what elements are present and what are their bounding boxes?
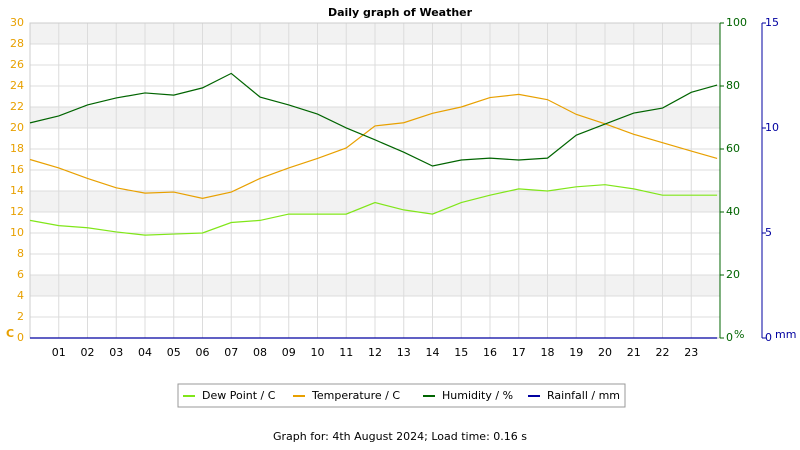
y2-tick-label: 0	[726, 331, 733, 344]
legend-label: Rainfall / mm	[547, 389, 620, 402]
x-tick-label: 22	[656, 346, 670, 359]
x-tick-label: 09	[282, 346, 296, 359]
y-tick-label: 6	[17, 268, 24, 281]
y-tick-label: 22	[10, 100, 24, 113]
legend-box	[177, 383, 626, 408]
x-tick-label: 17	[512, 346, 526, 359]
legend-label: Humidity / %	[442, 389, 513, 402]
y2-tick-label: 60	[726, 142, 740, 155]
y-tick-label: 18	[10, 142, 24, 155]
x-tick-label: 12	[368, 346, 382, 359]
y-tick-label: 26	[10, 58, 24, 71]
y2-tick-label: 40	[726, 205, 740, 218]
y-tick-label: 2	[17, 310, 24, 323]
x-tick-label: 07	[224, 346, 238, 359]
y-tick-label: 10	[10, 226, 24, 239]
x-tick-label: 21	[627, 346, 641, 359]
x-tick-label: 08	[253, 346, 267, 359]
y-tick-label: 28	[10, 37, 24, 50]
legend-label: Temperature / C	[311, 389, 400, 402]
y-tick-label: 30	[10, 16, 24, 29]
legend-label: Dew Point / C	[202, 389, 276, 402]
x-tick-label: 01	[52, 346, 66, 359]
y3-tick-label: 10	[765, 121, 779, 134]
x-tick-label: 14	[426, 346, 440, 359]
x-tick-label: 11	[339, 346, 353, 359]
y3-tick-label: 5	[765, 226, 772, 239]
y-tick-label: 0	[17, 331, 24, 344]
x-tick-label: 16	[483, 346, 497, 359]
x-tick-label: 20	[598, 346, 612, 359]
y3-tick-label: 0	[765, 331, 772, 344]
x-tick-label: 13	[397, 346, 411, 359]
y-tick-label: 24	[10, 79, 24, 92]
x-tick-label: 19	[569, 346, 583, 359]
y2-tick-label: 80	[726, 79, 740, 92]
x-tick-label: 02	[81, 346, 95, 359]
y2-tick-label: 20	[726, 268, 740, 281]
y-tick-label: 16	[10, 163, 24, 176]
y-tick-label: 20	[10, 121, 24, 134]
y-tick-label: 12	[10, 205, 24, 218]
x-tick-label: 06	[196, 346, 210, 359]
y2-axis-label: %	[734, 328, 744, 341]
y-axis-label: C	[6, 327, 14, 340]
series-line	[29, 72, 718, 167]
x-tick-label: 03	[109, 346, 123, 359]
y-tick-label: 4	[17, 289, 24, 302]
chart-title: Daily graph of Weather	[328, 6, 473, 19]
footer: Graph for: 4th August 2024; Load time: 0…	[273, 430, 527, 443]
series-line	[29, 184, 718, 236]
x-tick-label: 04	[138, 346, 152, 359]
y3-axis-label: mm	[775, 328, 796, 341]
x-tick-label: 05	[167, 346, 181, 359]
y2-tick-label: 100	[726, 16, 747, 29]
y-tick-label: 8	[17, 247, 24, 260]
x-tick-label: 15	[454, 346, 468, 359]
x-tick-label: 10	[311, 346, 325, 359]
y-tick-label: 14	[10, 184, 24, 197]
x-tick-label: 18	[541, 346, 555, 359]
x-tick-label: 23	[684, 346, 698, 359]
y3-tick-label: 15	[765, 16, 779, 29]
